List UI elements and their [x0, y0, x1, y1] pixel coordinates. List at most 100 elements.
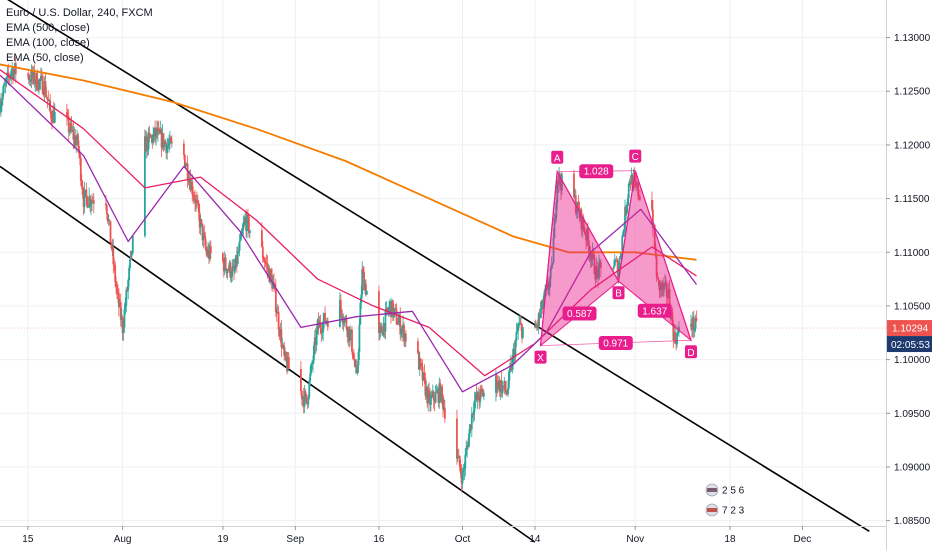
candle-body	[221, 253, 224, 262]
candle-body	[190, 181, 193, 191]
ratio-label-bg	[598, 335, 633, 350]
candle-body	[674, 332, 677, 341]
candle-body	[115, 282, 117, 288]
candle-body	[72, 129, 75, 140]
pattern-point-bg	[612, 286, 625, 300]
candle-body	[362, 269, 365, 273]
candle-body	[424, 377, 427, 396]
candle-body	[429, 394, 431, 405]
candle-body	[470, 413, 473, 430]
candle-body	[390, 301, 392, 318]
candle-body	[468, 433, 470, 447]
candle-body	[508, 371, 510, 388]
candle-body	[34, 83, 37, 85]
pattern-point-x: X	[537, 353, 544, 364]
event-badges[interactable]: 2 5 6 7 2 3	[705, 483, 745, 517]
candle-body	[585, 233, 587, 241]
time-axis[interactable]: 15 Aug 19 Sep 16 Oct 14 Nov 18 Dec	[0, 526, 886, 545]
candle-body	[513, 348, 516, 358]
candle-body	[276, 311, 279, 314]
indicator-ema-500[interactable]: EMA (500, close)	[6, 22, 90, 34]
candle-body	[630, 174, 633, 185]
candle-body	[379, 326, 382, 329]
candle-body	[184, 165, 187, 167]
candle-body	[423, 372, 426, 378]
candle-body	[164, 141, 167, 144]
candle-body	[84, 189, 87, 191]
candle-body	[269, 269, 272, 283]
candle-body	[319, 321, 322, 329]
candle-body	[671, 312, 674, 324]
event-badge-count: 2 5 6	[722, 486, 745, 497]
candle-body	[535, 325, 538, 328]
candle-body	[68, 130, 71, 132]
candle-body	[223, 257, 226, 272]
candle-body	[581, 216, 584, 230]
candle-body	[666, 297, 669, 299]
candle-body	[554, 218, 557, 220]
candle-body	[30, 70, 33, 83]
candle-body	[92, 200, 95, 204]
candle-body	[635, 181, 638, 187]
candle-body	[596, 266, 599, 271]
candle-body	[481, 389, 483, 392]
indicator-ema-100[interactable]: EMA (100, close)	[6, 37, 90, 49]
candle-body	[227, 269, 230, 271]
candle-body	[507, 387, 509, 395]
candle-body	[422, 372, 425, 381]
candle-body	[129, 259, 131, 268]
candle-body	[7, 72, 10, 77]
candle-body	[28, 79, 31, 81]
candle-body	[312, 360, 314, 365]
candle-body	[443, 407, 445, 410]
candle-body	[155, 128, 157, 137]
pattern-point-bg	[551, 150, 564, 164]
candle-body	[466, 445, 469, 449]
candle-body	[365, 284, 367, 295]
indicator-ema-50[interactable]: EMA (50, close)	[6, 52, 84, 64]
candle-body	[65, 112, 68, 117]
candle-body	[364, 284, 366, 291]
candle-body	[557, 180, 560, 184]
candle-body	[226, 269, 229, 274]
candle-body	[122, 327, 125, 334]
candle-body	[396, 324, 399, 326]
candle-body	[391, 300, 393, 318]
candle-body	[668, 288, 671, 308]
candle-body	[467, 445, 469, 447]
candle-body	[182, 143, 185, 155]
candle-body	[582, 216, 585, 227]
candle-body	[425, 387, 428, 396]
candle-body	[458, 455, 461, 467]
time-tick-label: 15	[22, 534, 34, 545]
candle-body	[512, 348, 515, 355]
candle-body	[203, 232, 206, 237]
harmonic-pattern[interactable]: 1.028 0.587 1.637 0.971 X A B C D	[534, 149, 697, 364]
candle-body	[280, 329, 283, 348]
candle-body	[664, 282, 666, 286]
price-tick-label: 1.10500	[894, 301, 931, 312]
candle-body	[346, 328, 349, 337]
candle-body	[441, 386, 443, 397]
candle-body	[209, 246, 212, 254]
candle-body	[584, 232, 586, 234]
candle-body	[539, 310, 542, 318]
ratio-label-bg	[637, 303, 672, 318]
candle-body	[514, 341, 517, 358]
candle-body	[160, 129, 163, 148]
candle-body	[128, 267, 130, 281]
candle-body	[459, 466, 462, 474]
ratio-label-bg	[579, 164, 614, 179]
candle-body	[591, 250, 594, 258]
candle-body	[472, 411, 475, 415]
event-flag-stripe	[707, 488, 717, 492]
candle-body	[165, 143, 168, 153]
candle-body	[617, 270, 620, 277]
candle-body	[79, 157, 82, 181]
candle-body	[31, 70, 34, 78]
candle-body	[242, 225, 245, 230]
candle-body	[672, 323, 675, 340]
candle-body	[553, 218, 556, 238]
